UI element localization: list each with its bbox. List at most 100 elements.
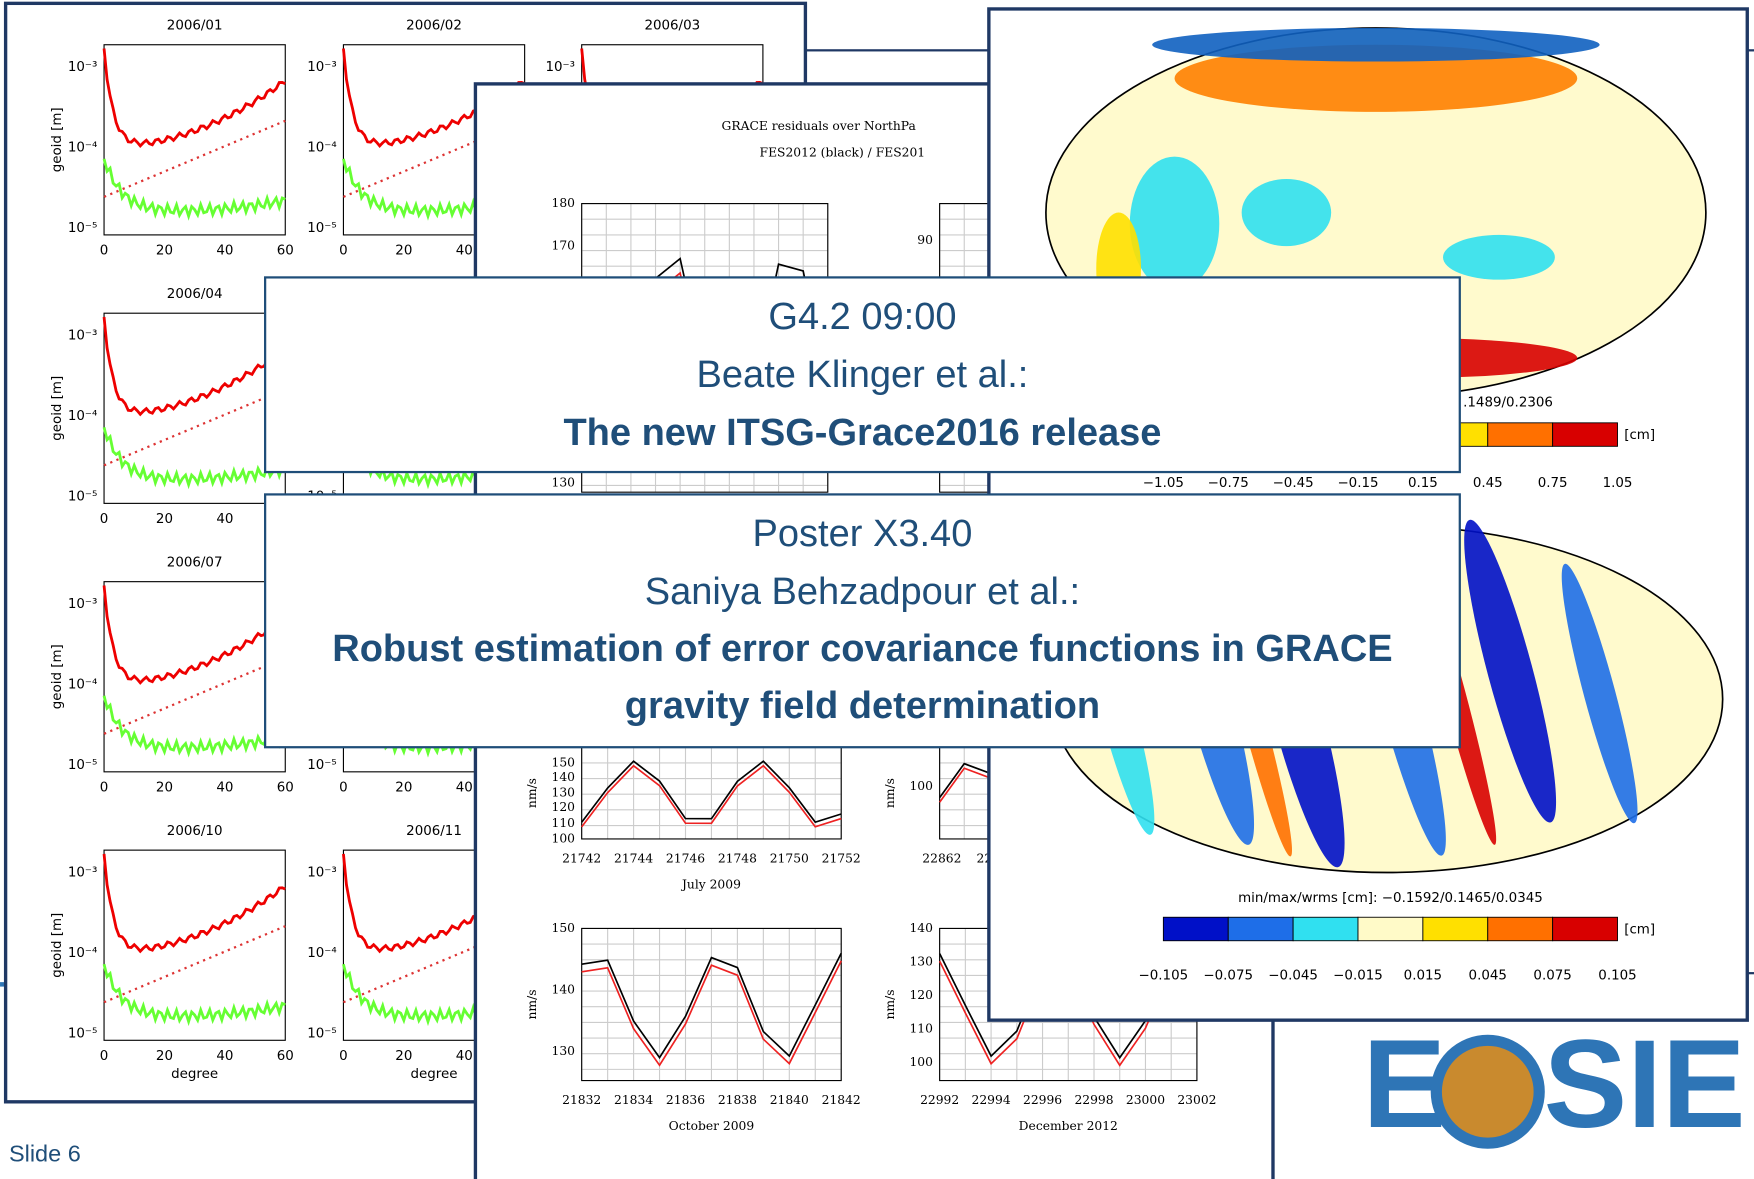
y-axis-label: nm/s — [525, 989, 539, 1019]
box-line: Poster X3.40 — [753, 513, 973, 555]
map-region — [1174, 44, 1578, 112]
map-region — [1464, 519, 1557, 823]
x-tick-label: 0 — [100, 244, 109, 259]
y-tick-label: 130 — [551, 786, 574, 800]
x-tick-label: 21742 — [562, 852, 601, 866]
colorbar-unit: [cm] — [1624, 923, 1655, 938]
green-curve — [102, 426, 286, 490]
colorbar-tick-label: 0.045 — [1469, 968, 1507, 983]
map-region — [1561, 563, 1638, 824]
colorbar-segment — [1357, 916, 1424, 942]
slide-number: Slide 6 — [9, 1141, 81, 1167]
x-tick-label: 40 — [456, 1049, 473, 1064]
green-curve — [102, 695, 286, 758]
map-region — [1129, 156, 1220, 291]
y-axis-label: nm/s — [883, 778, 897, 808]
y-tick-label: 10⁻⁴ — [68, 946, 98, 961]
x-tick-label: 21744 — [614, 852, 653, 866]
announcement-box — [264, 493, 1461, 749]
y-tick-label: 10⁻⁵ — [68, 758, 98, 773]
box-line: gravity field determination — [625, 685, 1100, 727]
y-tick-label: 10⁻⁵ — [68, 1027, 98, 1042]
x-axis-label: October 2009 — [669, 1119, 755, 1133]
colorbar-segment — [1227, 916, 1294, 942]
colorbar-tick-label: 0.015 — [1404, 968, 1442, 983]
y-tick-label: 10⁻⁴ — [307, 946, 337, 961]
colorbar-segment — [1292, 916, 1359, 942]
x-tick-label: 40 — [456, 244, 473, 259]
y-tick-label: 150 — [551, 755, 574, 769]
y-tick-label: 10⁻⁴ — [68, 409, 98, 424]
subplot-title: 2006/11 — [406, 824, 462, 839]
x-tick-label: 40 — [456, 780, 473, 795]
x-tick-label: 21832 — [562, 1093, 601, 1107]
colorbar-tick-label: −0.45 — [1273, 476, 1314, 491]
y-tick-label: 100 — [909, 1055, 932, 1069]
box-line: Saniya Behzadpour et al.: — [645, 571, 1080, 613]
y-tick-label: 150 — [551, 921, 574, 935]
x-tick-label: 20 — [395, 780, 412, 795]
y-tick-label: 100 — [551, 831, 574, 845]
x-tick-label: 20 — [395, 1049, 412, 1064]
subplot-title: 2006/01 — [167, 19, 223, 34]
red-curve — [102, 48, 286, 148]
y-tick-label: 10⁻⁵ — [68, 490, 98, 505]
logo: ESIEM — [1362, 1014, 1754, 1154]
black-curve — [581, 760, 842, 824]
y-tick-label: 10⁻³ — [68, 60, 98, 75]
y-tick-label: 100 — [909, 779, 932, 793]
x-tick-label: 60 — [277, 244, 294, 259]
axes — [103, 849, 286, 1041]
colorbar-segment — [1422, 916, 1489, 942]
y-axis-label: geoid [m] — [50, 376, 65, 441]
x-axis-label: December 2012 — [1019, 1119, 1118, 1133]
x-tick-label: 0 — [100, 512, 109, 527]
colorbar-segment — [1487, 916, 1554, 942]
x-tick-label: 0 — [100, 1049, 109, 1064]
colorbar-tick-label: −0.045 — [1268, 968, 1318, 983]
chart-title: GRACE residuals over NorthPa — [722, 119, 916, 133]
y-tick-label: 170 — [551, 239, 574, 253]
x-tick-label: 21842 — [822, 1093, 861, 1107]
colorbar-tick-label: 0.15 — [1408, 476, 1438, 491]
y-tick-label: 10⁻⁴ — [307, 141, 337, 156]
red-curve — [581, 960, 842, 1067]
x-tick-label: 21836 — [666, 1093, 705, 1107]
axes — [581, 927, 842, 1082]
logo-globe — [1430, 1034, 1545, 1149]
colorbar-tick-label: −0.75 — [1208, 476, 1249, 491]
colorbar-tick-label: −0.15 — [1337, 476, 1378, 491]
boxes: G4.2 09:00 Beate Klinger et al.: The new I… — [264, 276, 1461, 749]
black-curve — [581, 952, 842, 1060]
colorbar-tick-label: 0.75 — [1538, 476, 1568, 491]
x-tick-label: 21746 — [666, 852, 705, 866]
y-tick-label: 140 — [551, 982, 574, 996]
colorbar-segment — [1552, 422, 1618, 447]
y-axis-label: geoid [m] — [50, 107, 65, 172]
y-tick-label: 10⁻⁵ — [68, 221, 98, 236]
y-tick-label: 10⁻⁵ — [307, 1027, 337, 1042]
logo-text: SIEM — [1544, 1014, 1754, 1154]
colorbar-tick-label: −0.075 — [1203, 968, 1253, 983]
x-tick-label: 23002 — [1177, 1093, 1216, 1107]
y-axis-label: geoid [m] — [50, 913, 65, 978]
y-tick-label: 10⁻⁴ — [68, 678, 98, 693]
x-tick-label: 20 — [156, 244, 173, 259]
x-tick-label: 22998 — [1074, 1093, 1113, 1107]
x-tick-label: 21834 — [614, 1093, 653, 1107]
chart-subtitle: FES2012 (black) / FES201 — [760, 146, 926, 160]
y-axis-label: nm/s — [525, 778, 539, 808]
x-tick-label: 60 — [277, 1049, 294, 1064]
x-tick-label: 21750 — [770, 852, 809, 866]
x-tick-label: 22992 — [920, 1093, 959, 1107]
red-curve — [102, 316, 286, 417]
x-tick-label: 21748 — [718, 852, 757, 866]
green-curve — [102, 963, 286, 1027]
y-tick-label: 10⁻³ — [545, 60, 575, 75]
green-curve — [102, 158, 286, 221]
y-tick-label: 10⁻³ — [307, 866, 337, 881]
y-tick-label: 90 — [917, 233, 933, 247]
y-tick-label: 10⁻⁵ — [307, 221, 337, 236]
x-tick-label: 40 — [216, 512, 233, 527]
